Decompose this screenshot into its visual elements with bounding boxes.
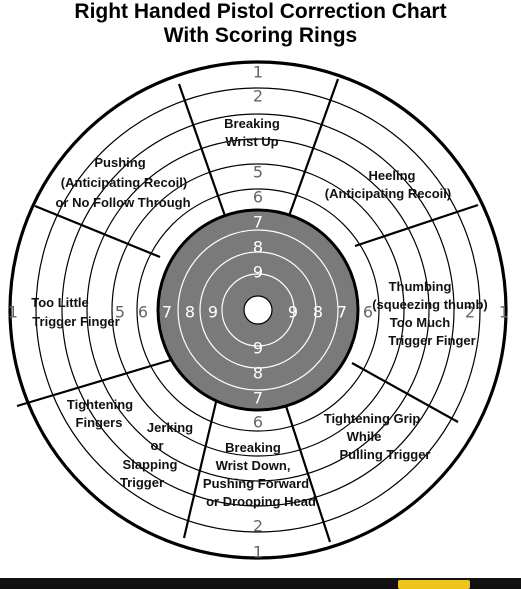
x-ring <box>243 295 273 325</box>
label-thumbing: Thumbing (squeezing thumb) Too Much Trig… <box>372 279 488 348</box>
label-line: Trigger Finger <box>388 333 475 348</box>
ring-num-bottom-2: 2 <box>253 517 263 536</box>
ring-num-right-7: 7 <box>337 303 347 322</box>
ring-3 <box>61 113 455 507</box>
label-line: or <box>151 438 164 453</box>
label-line: or No Follow Through <box>55 195 190 210</box>
ring-num-top-6: 6 <box>253 188 263 207</box>
label-line: (squeezing thumb) <box>372 297 488 312</box>
label-line: Trigger <box>120 475 164 490</box>
label-pushing: Pushing (Anticipating Recoil) or No Foll… <box>55 155 190 210</box>
label-line: Pushing Forward <box>203 476 309 491</box>
chart-title-line1: Right Handed Pistol Correction Chart <box>74 0 447 23</box>
label-line: Trigger Finger <box>32 314 119 329</box>
ring-num-top-5: 5 <box>253 163 263 182</box>
label-line: Thumbing <box>389 279 452 294</box>
ring-num-left-1: 1 <box>8 303 18 322</box>
ring-num-top-1: 1 <box>253 63 263 82</box>
ring-num-left-9: 9 <box>208 303 218 322</box>
watermark-strip <box>398 580 470 589</box>
ring-num-bottom-1: 1 <box>253 543 263 562</box>
label-line: Jerking <box>147 420 193 435</box>
ring-num-bottom-6: 6 <box>253 413 263 432</box>
ring-num-right-6: 6 <box>363 303 373 322</box>
label-line: While <box>347 429 382 444</box>
label-breaking-wrist-down: Breaking Wrist Down, Pushing Forward or … <box>203 440 316 509</box>
ring-num-right-9: 9 <box>288 303 298 322</box>
label-line: Breaking <box>224 116 280 131</box>
ring-num-top-9: 9 <box>253 263 263 282</box>
label-line: Wrist Up <box>225 134 278 149</box>
ring-9 <box>199 251 317 369</box>
label-line: Pulling Trigger <box>339 447 430 462</box>
label-line: Tightening Grip <box>324 411 421 426</box>
ring-8 <box>177 229 339 391</box>
label-line: Breaking <box>225 440 281 455</box>
label-line: or Drooping Head <box>206 494 316 509</box>
chart-title-line2: With Scoring Rings <box>163 24 358 47</box>
ring-num-left-8: 8 <box>185 303 195 322</box>
ring-num-bottom-7: 7 <box>253 389 263 408</box>
label-heeling: Heeling (Anticipating Recoil) <box>325 168 451 201</box>
label-line: Too Little <box>31 295 89 310</box>
ring-num-bottom-8: 8 <box>253 364 263 383</box>
ring-num-top-2: 2 <box>253 87 263 106</box>
ring-num-bottom-9: 9 <box>253 339 263 358</box>
ring-num-top-8: 8 <box>253 238 263 257</box>
label-line: Too Much <box>390 315 450 330</box>
label-line: (Anticipating Recoil) <box>325 186 451 201</box>
label-line: (Anticipating Recoil) <box>61 175 187 190</box>
label-jerking: Jerking or Slapping Trigger <box>120 420 193 490</box>
label-tightening-fingers: Tightening Fingers <box>67 397 133 430</box>
label-line: Slapping <box>123 457 178 472</box>
label-line: Wrist Down, <box>216 458 291 473</box>
label-line: Heeling <box>369 168 416 183</box>
ring-num-right-1: 1 <box>499 303 509 322</box>
label-tightening-grip: Tightening Grip While Pulling Trigger <box>324 411 431 462</box>
label-breaking-wrist-up: Breaking Wrist Up <box>224 116 280 149</box>
ring-2 <box>35 87 481 533</box>
label-too-little: Too Little Trigger Finger <box>31 295 119 329</box>
ring-num-left-6: 6 <box>138 303 148 322</box>
bottom-bar <box>0 578 521 589</box>
ring-4 <box>86 138 430 482</box>
ring-num-left-7: 7 <box>162 303 172 322</box>
ring-10 <box>221 273 295 347</box>
label-line: Tightening <box>67 397 133 412</box>
ring-5 <box>111 163 405 457</box>
ring-num-right-2: 2 <box>465 303 475 322</box>
ring-6 <box>136 188 380 432</box>
ring-num-top-7: 7 <box>253 213 263 232</box>
ring-num-left-5: 5 <box>115 303 125 322</box>
ring-num-right-8: 8 <box>313 303 323 322</box>
label-line: Pushing <box>94 155 145 170</box>
label-line: Fingers <box>76 415 123 430</box>
outer-ring <box>8 60 508 560</box>
